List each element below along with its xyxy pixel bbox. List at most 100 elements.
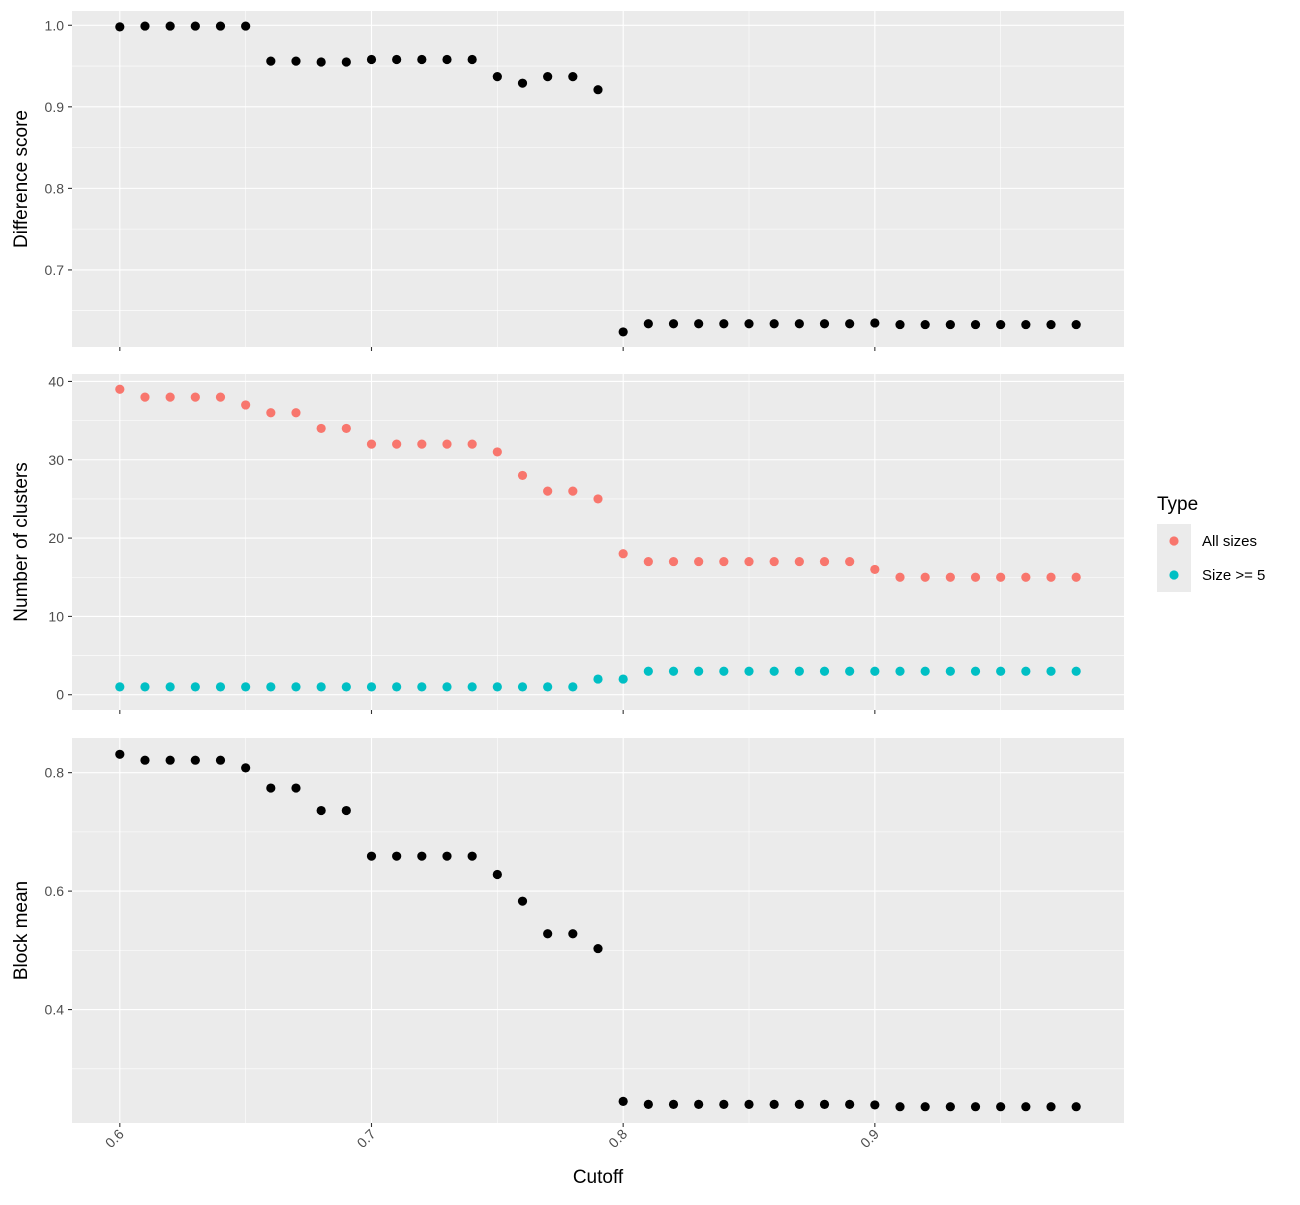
data-point xyxy=(1071,666,1081,676)
data-point xyxy=(543,72,553,82)
data-point xyxy=(467,851,477,861)
data-point xyxy=(920,1102,930,1112)
data-point xyxy=(215,682,226,692)
data-point xyxy=(719,319,729,329)
data-point xyxy=(694,1099,704,1109)
data-point xyxy=(341,57,351,67)
data-point xyxy=(517,78,528,88)
data-point xyxy=(417,54,427,65)
data-point xyxy=(744,666,754,676)
data-point xyxy=(165,755,175,765)
data-point xyxy=(543,929,553,939)
data-point xyxy=(1046,572,1056,582)
y-tick-label: 0 xyxy=(56,687,64,703)
data-point xyxy=(945,1102,955,1112)
data-point xyxy=(895,666,905,676)
data-point xyxy=(1021,572,1031,582)
data-point xyxy=(215,392,226,402)
data-point xyxy=(442,851,452,861)
data-point xyxy=(794,319,804,329)
data-point xyxy=(241,400,251,410)
series-1 xyxy=(115,749,1081,1112)
data-point xyxy=(593,674,603,684)
y-tick-label: 0.9 xyxy=(45,99,65,115)
data-point xyxy=(568,72,578,82)
panel-background xyxy=(72,374,1124,710)
data-point xyxy=(719,556,729,567)
data-point xyxy=(190,682,200,692)
data-point xyxy=(643,1099,653,1109)
data-point xyxy=(316,805,326,816)
data-point xyxy=(970,666,981,676)
data-point xyxy=(517,470,528,481)
y-tick-label: 0.7 xyxy=(45,262,65,278)
legend-title: Type xyxy=(1157,494,1198,515)
data-point xyxy=(945,319,955,330)
data-point xyxy=(140,21,150,31)
data-point xyxy=(366,682,377,692)
data-point xyxy=(392,682,402,692)
data-point xyxy=(794,1099,804,1109)
data-point xyxy=(970,572,981,582)
data-point xyxy=(316,423,326,434)
panel-2: 0 10 20 30 40 Number of clusters xyxy=(11,373,1124,714)
data-point xyxy=(819,319,830,329)
x-axis-title: Cutoff xyxy=(573,1167,624,1188)
data-point xyxy=(643,319,653,329)
data-point xyxy=(1046,319,1056,330)
series-1 xyxy=(115,21,1081,337)
data-point xyxy=(568,929,578,939)
data-point xyxy=(1021,666,1031,676)
data-point xyxy=(970,319,981,330)
series-all-sizes xyxy=(115,384,1081,582)
y-tick-label: 0.8 xyxy=(45,180,65,196)
panel-1: 0.7 0.8 0.9 1.0 Difference score xyxy=(11,11,1124,351)
data-point xyxy=(895,1102,905,1112)
data-point xyxy=(744,1099,754,1109)
data-point xyxy=(870,564,880,575)
data-point xyxy=(241,763,251,773)
y-tick-label: 20 xyxy=(48,530,64,546)
data-point xyxy=(694,319,704,329)
data-point xyxy=(543,486,553,496)
data-point xyxy=(819,556,830,567)
data-point xyxy=(366,851,377,861)
data-point xyxy=(215,755,226,765)
data-point xyxy=(366,439,377,449)
data-point xyxy=(744,319,754,329)
data-point xyxy=(895,319,905,330)
data-point xyxy=(568,682,578,692)
legend-label: Size >= 5 xyxy=(1202,567,1265,584)
data-point xyxy=(392,54,402,65)
y-tick-label: 1.0 xyxy=(45,17,65,33)
data-point xyxy=(190,21,200,31)
data-point xyxy=(467,439,477,449)
data-point xyxy=(593,494,603,504)
data-point xyxy=(668,1099,679,1109)
data-point xyxy=(467,54,477,65)
data-point xyxy=(769,556,779,567)
x-axis: 0.6 0.7 0.8 0.9 xyxy=(102,1126,882,1151)
y-axis-title: Number of clusters xyxy=(11,462,32,621)
data-point xyxy=(1071,572,1081,582)
data-point xyxy=(769,1099,779,1109)
data-point xyxy=(1071,1102,1081,1112)
y-tick-label: 30 xyxy=(48,452,64,468)
data-point xyxy=(140,682,150,692)
data-point xyxy=(668,319,679,329)
data-point xyxy=(970,1102,981,1112)
data-point xyxy=(996,319,1006,330)
data-point xyxy=(845,666,855,676)
data-point xyxy=(794,556,804,567)
data-point xyxy=(769,666,779,676)
data-point xyxy=(643,666,653,676)
panel-background xyxy=(72,738,1124,1123)
data-point xyxy=(266,56,276,66)
data-point xyxy=(819,1099,830,1109)
data-point xyxy=(190,755,200,765)
data-point xyxy=(694,556,704,567)
data-point xyxy=(769,319,779,329)
data-point xyxy=(543,682,553,692)
data-point xyxy=(140,755,150,765)
